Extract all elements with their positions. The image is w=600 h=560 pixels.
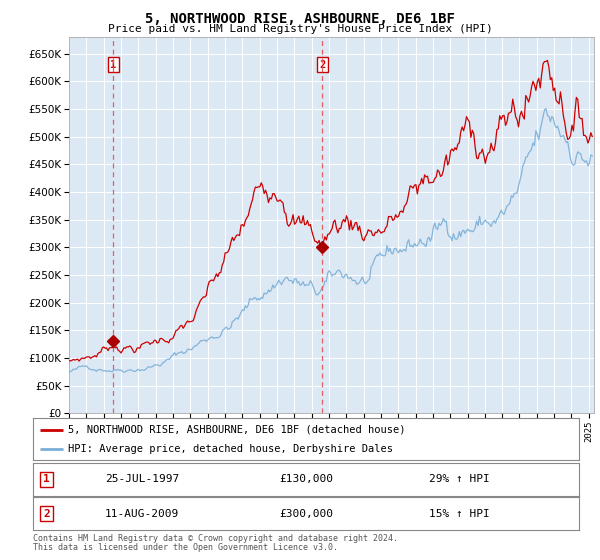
Text: Price paid vs. HM Land Registry's House Price Index (HPI): Price paid vs. HM Land Registry's House … bbox=[107, 24, 493, 34]
Text: 11-AUG-2009: 11-AUG-2009 bbox=[105, 508, 179, 519]
Text: HPI: Average price, detached house, Derbyshire Dales: HPI: Average price, detached house, Derb… bbox=[68, 444, 394, 454]
Text: 1: 1 bbox=[43, 474, 50, 484]
Text: 15% ↑ HPI: 15% ↑ HPI bbox=[428, 508, 489, 519]
Text: 2: 2 bbox=[43, 508, 50, 519]
Text: 25-JUL-1997: 25-JUL-1997 bbox=[105, 474, 179, 484]
Text: 5, NORTHWOOD RISE, ASHBOURNE, DE6 1BF (detached house): 5, NORTHWOOD RISE, ASHBOURNE, DE6 1BF (d… bbox=[68, 424, 406, 435]
Text: Contains HM Land Registry data © Crown copyright and database right 2024.: Contains HM Land Registry data © Crown c… bbox=[33, 534, 398, 543]
Text: This data is licensed under the Open Government Licence v3.0.: This data is licensed under the Open Gov… bbox=[33, 543, 338, 552]
Text: 2: 2 bbox=[319, 59, 325, 69]
Text: 5, NORTHWOOD RISE, ASHBOURNE, DE6 1BF: 5, NORTHWOOD RISE, ASHBOURNE, DE6 1BF bbox=[145, 12, 455, 26]
Text: £130,000: £130,000 bbox=[279, 474, 333, 484]
Text: 29% ↑ HPI: 29% ↑ HPI bbox=[428, 474, 489, 484]
Text: 1: 1 bbox=[110, 59, 116, 69]
Text: £300,000: £300,000 bbox=[279, 508, 333, 519]
